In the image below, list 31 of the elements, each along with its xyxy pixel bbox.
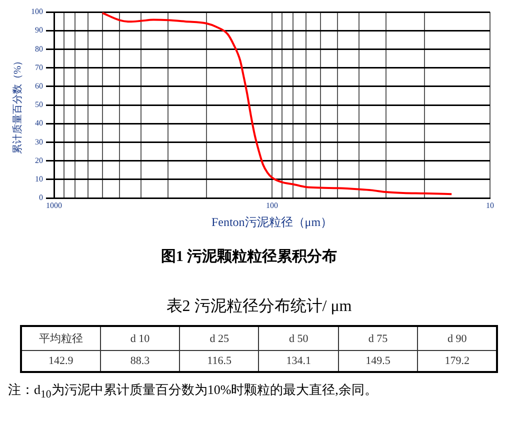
category-label: d 90 — [418, 326, 497, 350]
y-axis-title: 累计质量百分数（%） — [12, 56, 24, 154]
text: 表2 污泥粒径分布统计/ μm — [165, 296, 353, 317]
y-tick-label: 30 — [35, 137, 43, 146]
y-tick-label: 40 — [35, 118, 43, 128]
y-tick-label: 80 — [35, 44, 43, 54]
data-label: 179.2 — [418, 350, 497, 372]
data-label: 88.3 — [100, 350, 180, 372]
y-tick-label: 50 — [35, 100, 43, 110]
y-tick-label: 60 — [35, 81, 43, 90]
y-tick-label: 0 — [39, 193, 43, 202]
data-label: 142.9 — [21, 350, 100, 372]
x-tick-label: 1000 — [46, 200, 62, 210]
x-tick-label: 10 — [486, 200, 494, 210]
x-tick-label: 100 — [266, 200, 278, 210]
y-tick-label: 100 — [31, 7, 43, 16]
category-label: d 50 — [258, 326, 338, 350]
text: 图1 污泥颗粒粒径累积分布 — [160, 248, 338, 265]
y-tick-label: 90 — [35, 26, 43, 35]
category-label: 平均粒径 — [21, 326, 100, 350]
data-label: 116.5 — [180, 350, 259, 372]
data-label: 149.5 — [338, 350, 418, 372]
category-label: d 25 — [180, 326, 259, 350]
data-label: 134.1 — [258, 350, 338, 372]
category-label: d 75 — [338, 326, 418, 350]
text: 注：d$_{10}$为污泥中累计质量百分数为10%时颗粒的最大直径,余同。 — [8, 381, 378, 401]
category-label: d 10 — [100, 326, 180, 350]
y-tick-label: 20 — [35, 156, 43, 165]
y-tick-label: 70 — [35, 62, 43, 72]
y-tick-label: 10 — [35, 174, 43, 184]
x-axis-title: Fenton污泥粒径（μm） — [211, 214, 333, 229]
